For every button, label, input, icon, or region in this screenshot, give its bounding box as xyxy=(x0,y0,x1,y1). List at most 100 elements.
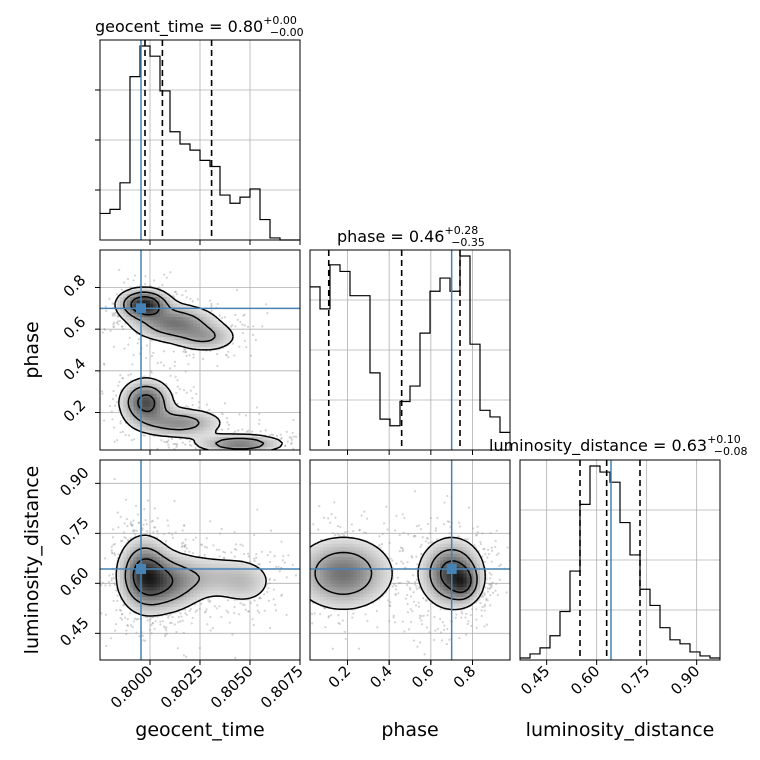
density-cell xyxy=(166,313,171,318)
density-cell xyxy=(153,600,158,604)
sample-point xyxy=(121,325,124,328)
density-cell xyxy=(166,300,171,304)
density-cell xyxy=(163,296,168,301)
density-cell xyxy=(143,600,148,604)
density-cell xyxy=(146,596,151,601)
density-cell xyxy=(230,580,234,584)
sample-point xyxy=(104,613,108,616)
sample-point xyxy=(145,530,149,533)
sample-point xyxy=(172,294,175,298)
density-cell xyxy=(203,320,208,324)
density-cell xyxy=(226,560,231,564)
density-cell xyxy=(196,556,201,561)
density-cell xyxy=(180,326,184,331)
density-cell xyxy=(130,543,134,548)
sample-point xyxy=(225,417,229,420)
density-cell xyxy=(133,600,138,604)
sample-point xyxy=(483,625,486,628)
density-cell xyxy=(150,323,154,328)
sample-point xyxy=(135,529,138,532)
density-cell xyxy=(156,420,161,424)
sample-point xyxy=(358,528,362,532)
density-cell xyxy=(223,440,228,444)
density-cell xyxy=(160,333,164,338)
sample-point xyxy=(89,543,91,545)
density-cell xyxy=(226,440,231,444)
density-cell xyxy=(193,590,198,594)
sample-point xyxy=(110,545,113,548)
sample-point xyxy=(439,617,442,621)
sample-point xyxy=(97,383,99,385)
sample-point xyxy=(483,609,486,612)
density-cell xyxy=(146,386,151,391)
density-cell xyxy=(140,560,144,564)
density-cell xyxy=(160,290,164,294)
sample-point xyxy=(176,647,179,650)
panel-inner xyxy=(89,460,300,660)
density-cell xyxy=(213,336,218,341)
density-cell xyxy=(126,406,131,411)
density-cell xyxy=(166,390,171,394)
density-cell xyxy=(143,406,148,411)
sample-point xyxy=(267,599,270,602)
sample-point xyxy=(378,544,381,547)
density-cell xyxy=(123,300,128,304)
density-cell xyxy=(243,563,248,568)
sample-point xyxy=(363,510,366,513)
sample-point xyxy=(455,613,458,616)
sample-point xyxy=(287,554,290,557)
sample-point xyxy=(484,553,487,556)
sample-point xyxy=(203,611,206,614)
density-cell xyxy=(140,400,144,404)
sample-point xyxy=(233,547,237,551)
density-cell xyxy=(146,293,151,298)
density-cell xyxy=(186,573,191,578)
sample-point xyxy=(187,405,190,409)
sample-point xyxy=(121,612,124,616)
sample-point xyxy=(398,534,401,537)
sample-point xyxy=(270,451,272,453)
density-cell xyxy=(180,323,184,328)
sample-point xyxy=(393,621,397,624)
sample-point xyxy=(192,385,195,389)
sample-point xyxy=(401,620,404,623)
density-cell xyxy=(190,420,194,424)
sample-point xyxy=(185,391,188,394)
density-cell xyxy=(203,576,208,581)
sample-point xyxy=(479,540,482,544)
sample-point xyxy=(278,570,281,573)
density-cell xyxy=(226,433,231,438)
density-cell xyxy=(180,410,184,414)
density-cell xyxy=(203,570,208,574)
density-cell xyxy=(123,310,128,314)
sample-point xyxy=(218,548,221,551)
density-cell xyxy=(126,390,131,394)
sample-point xyxy=(113,440,116,443)
sample-point xyxy=(291,431,294,434)
density-cell xyxy=(200,580,204,584)
density-cell xyxy=(140,600,144,604)
sample-point xyxy=(227,423,231,426)
density-cell xyxy=(163,330,168,334)
sample-point xyxy=(255,406,259,409)
sample-point xyxy=(164,633,167,636)
density-cell xyxy=(240,570,244,574)
density-cell xyxy=(156,426,161,431)
sample-point xyxy=(124,616,127,619)
sample-point xyxy=(234,325,237,328)
density-cell xyxy=(143,293,148,298)
density-cell xyxy=(120,403,124,408)
sample-point xyxy=(173,360,177,363)
sample-point xyxy=(203,545,207,548)
sample-point xyxy=(185,296,188,299)
density-cell xyxy=(190,326,194,331)
sample-point xyxy=(200,602,203,605)
density-cell xyxy=(170,313,174,318)
density-cell xyxy=(203,426,208,431)
density-cell xyxy=(183,416,188,421)
density-cell xyxy=(240,593,244,598)
sample-point xyxy=(401,547,404,550)
density-cell xyxy=(206,416,211,421)
density-cell xyxy=(126,296,131,301)
sample-point xyxy=(471,608,474,611)
